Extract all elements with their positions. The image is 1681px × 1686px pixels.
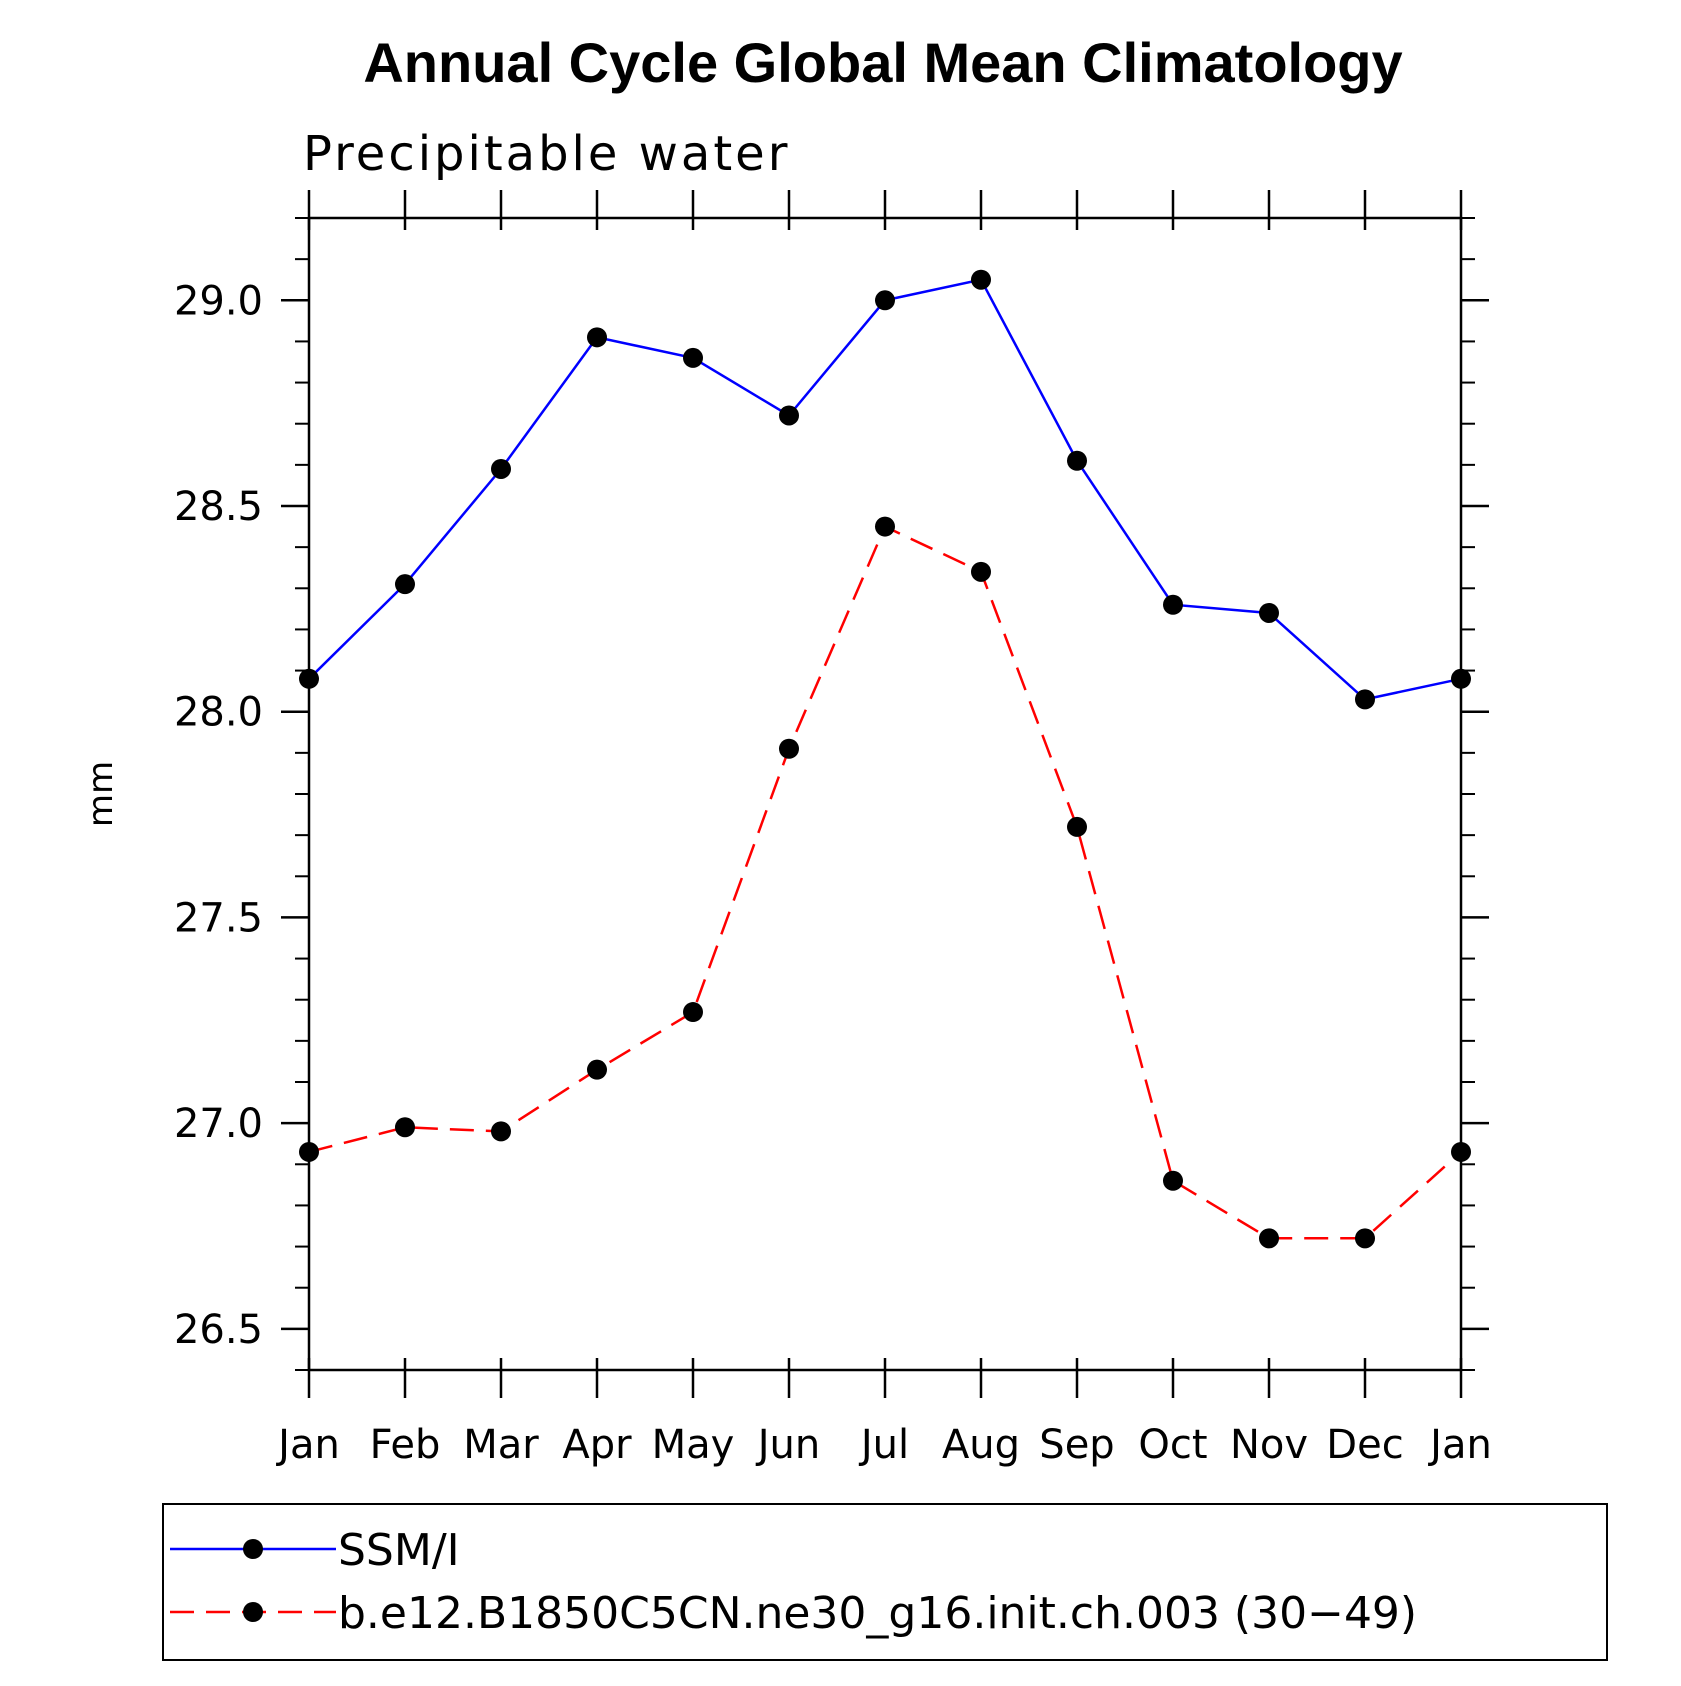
x-tick-label: Jun [755,1422,821,1468]
series-1-point [1451,668,1471,689]
legend: SSM/I b.e12.B1850C5CN.ne30_g16.init.ch.00… [162,1503,1608,1661]
series-2-point [1067,816,1087,837]
x-tick-label: Feb [370,1422,441,1468]
series-1-point [299,668,319,689]
series-1-point [1163,594,1183,615]
series-1-point [971,269,991,290]
series-2-point [491,1121,511,1142]
series-1-point [1355,689,1375,710]
series-2-point [299,1141,319,1162]
y-tick-label: 28.0 [174,690,263,736]
series-1-point [491,458,511,479]
series-2-point [1259,1228,1279,1249]
chart-title: Annual Cycle Global Mean Climatology [363,31,1402,94]
x-tick-label: Oct [1138,1422,1207,1468]
x-tick-label: Dec [1326,1422,1403,1468]
series-line-1 [308,278,1462,701]
x-tick-label: Jan [1427,1422,1492,1468]
x-tick-label: Jan [275,1422,340,1468]
legend-frame [162,1503,1608,1661]
axis-ticks: Jan Feb Mar Apr May Jun Jul Aug Sep Oct Nov Dec Jan 2… [174,190,1492,1468]
series-2-point [395,1117,415,1138]
x-tick-label: Sep [1039,1422,1114,1468]
series-2-point [1163,1170,1183,1191]
y-tick-label: 27.5 [174,895,263,941]
series-2-point [1451,1141,1471,1162]
series-layer [299,269,1471,1249]
series-line-2 [308,524,1462,1240]
x-tick-label: May [652,1422,735,1468]
y-tick-label: 29.0 [174,278,263,324]
legend-marker-2 [243,1602,263,1622]
chart-subtitle: Precipitable water [303,126,790,182]
x-tick-label: Apr [562,1422,632,1468]
series-2-point [779,738,799,759]
y-axis-label: mm [81,761,121,827]
x-tick-label: Aug [942,1422,1020,1468]
y-tick-label: 28.5 [174,484,263,530]
series-2-point [875,516,895,537]
x-tick-label: Mar [463,1422,539,1468]
series-1-point [1259,602,1279,623]
series-2-point [587,1059,607,1080]
series-1-point [1067,450,1087,471]
series-2-point [1355,1228,1375,1249]
series-2-point [683,1002,703,1023]
series-1-point [779,405,799,426]
series-2-point [971,561,991,582]
legend-label-1: SSM/I [338,1525,460,1576]
series-1-point [875,290,895,311]
x-tick-label: Nov [1230,1422,1308,1468]
legend-label-2: b.e12.B1850C5CN.ne30_g16.init.ch.003 (30… [338,1588,1417,1639]
y-tick-label: 27.0 [174,1101,263,1147]
series-1-point [395,574,415,595]
y-tick-label: 26.5 [174,1307,263,1353]
plot-frame [307,216,1463,1372]
series-1-point [683,347,703,368]
x-tick-label: Jul [858,1422,909,1468]
legend-marker-1 [243,1539,263,1559]
series-1-point [587,327,607,348]
